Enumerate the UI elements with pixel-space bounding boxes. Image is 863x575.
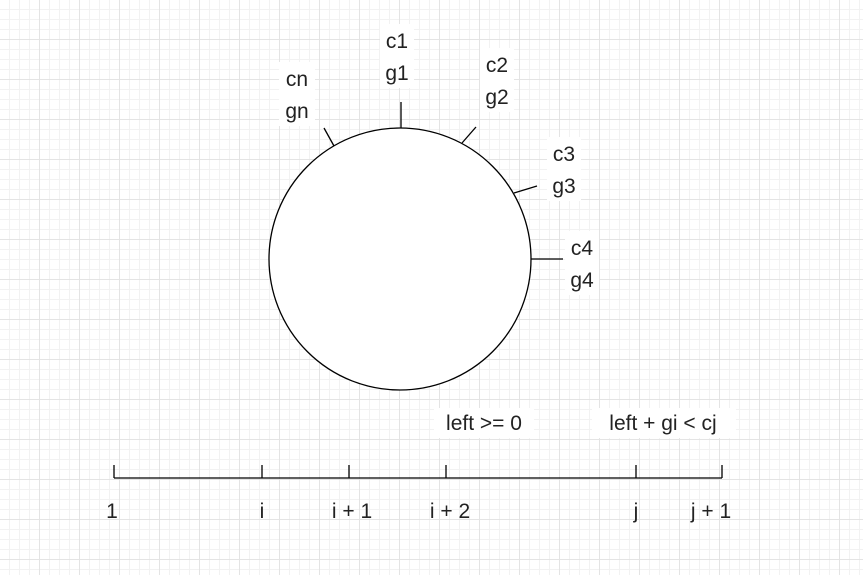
station-label-1: c1 g1 [380, 24, 414, 88]
station-g-label: g4 [570, 269, 594, 292]
station-c-label: c2 [486, 54, 508, 77]
tick-label: i + 2 [430, 500, 470, 523]
tick-label: j [633, 500, 639, 523]
station-g-label: gn [285, 100, 308, 123]
ring-tick-cn [323, 127, 335, 147]
tick-label: j + 1 [690, 500, 731, 523]
tick-label: i [260, 500, 265, 523]
station-label-2: c2 g2 [480, 48, 514, 112]
station-g-label: g2 [485, 86, 508, 109]
tick-label: 1 [106, 500, 118, 523]
station-c-label: c1 [386, 30, 408, 53]
station-c-label: cn [286, 68, 308, 91]
station-label-n: cn gn [279, 62, 315, 126]
condition-left-nonnegative: left >= 0 [446, 412, 522, 435]
station-g-label: g3 [552, 175, 575, 198]
station-c-label: c4 [571, 237, 594, 260]
tick-label: i + 1 [332, 500, 372, 523]
station-label-4: c4 g4 [565, 231, 599, 295]
ring-tick-c2 [461, 126, 477, 144]
condition-left-plus-gi: left + gi < cj [609, 412, 716, 435]
station-c-label: c3 [553, 143, 575, 166]
station-g-label: g1 [385, 62, 408, 85]
station-label-3: c3 g3 [547, 137, 581, 201]
ring-circle [268, 127, 532, 391]
ring-tick-c3 [513, 185, 538, 194]
